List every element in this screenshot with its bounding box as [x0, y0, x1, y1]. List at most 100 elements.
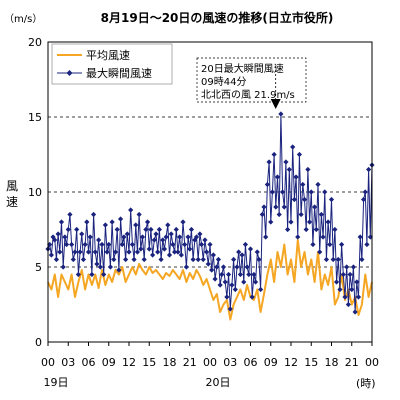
data-point-1: [195, 256, 201, 263]
data-point-1: [205, 261, 211, 267]
annotation-line-2: 09時44分: [201, 76, 246, 88]
data-point-1: [53, 256, 60, 263]
data-point-1: [158, 256, 164, 263]
data-point-1: [209, 267, 215, 273]
x-tick-label: 15: [304, 356, 318, 369]
data-point-1: [161, 246, 168, 252]
data-point-1: [290, 144, 296, 150]
plot-frame: [47, 41, 373, 343]
data-point-1: [366, 166, 372, 173]
data-point-1: [112, 249, 119, 255]
date-label: 20日: [206, 376, 231, 389]
data-point-1: [79, 231, 85, 237]
data-point-1: [300, 181, 306, 188]
x-tick-label: 15: [142, 356, 156, 369]
data-point-1: [234, 264, 240, 270]
data-point-1: [143, 226, 149, 233]
legend: 平均風速 最大瞬間風速: [51, 43, 173, 85]
data-point-1: [168, 231, 174, 237]
data-point-1: [207, 241, 213, 248]
data-point-1: [347, 271, 353, 278]
data-point-1: [62, 234, 68, 240]
data-point-1: [227, 306, 233, 312]
data-point-1: [121, 234, 127, 240]
data-point-1: [94, 261, 100, 267]
chart-title: 8月19日～20日の風速の推移(日立市役所): [101, 10, 334, 25]
data-point-1: [106, 241, 112, 248]
data-point-1: [155, 249, 161, 255]
data-point-1: [92, 249, 98, 255]
data-point-1: [89, 271, 95, 278]
y-tick-label: 0: [35, 336, 42, 349]
data-point-1: [263, 234, 269, 240]
data-point-1: [75, 271, 81, 278]
data-point-1: [276, 211, 282, 218]
y-tick-label: 20: [28, 36, 42, 49]
data-point-1: [133, 222, 139, 228]
data-point-1: [360, 196, 367, 203]
x-tick-label: 09: [102, 356, 116, 369]
data-point-1: [301, 196, 308, 203]
data-point-1: [364, 241, 370, 248]
data-point-1: [180, 219, 186, 225]
x-ticks: 00 03 06 09 12 15 18 21 00 03 06 09 12 15 18 21 00: [41, 342, 379, 369]
data-point-1: [339, 241, 345, 248]
data-point-1: [117, 216, 124, 222]
data-point-1: [254, 249, 260, 255]
data-point-1: [259, 211, 265, 218]
data-point-1: [225, 271, 232, 278]
data-point-1: [101, 271, 107, 278]
data-point-1: [65, 226, 71, 233]
data-point-1: [52, 237, 58, 243]
data-point-1: [252, 279, 259, 285]
data-point-1: [220, 264, 227, 270]
data-point-1: [242, 241, 249, 248]
data-point-1: [224, 294, 230, 300]
data-point-1: [193, 234, 200, 240]
data-point-1: [215, 256, 222, 263]
data-point-1: [111, 256, 117, 263]
data-point-1: [246, 271, 252, 278]
y-axis-title-char: 速: [6, 195, 18, 209]
data-point-1: [268, 219, 274, 225]
data-point-1: [274, 174, 281, 180]
data-point-1: [222, 279, 228, 285]
x-tick-label: 21: [183, 356, 197, 369]
data-point-1: [349, 286, 355, 293]
data-point-1: [310, 241, 316, 248]
data-point-1: [119, 241, 125, 248]
y-ticks: 0 5 10 15 20: [28, 36, 42, 349]
data-point-1: [82, 241, 88, 248]
data-point-1: [173, 226, 179, 233]
data-point-1: [328, 196, 335, 203]
data-point-1: [166, 252, 173, 258]
data-point-1: [128, 207, 134, 213]
data-point-1: [141, 256, 147, 263]
data-point-1: [219, 271, 225, 278]
data-point-1: [107, 264, 114, 270]
data-point-1: [325, 219, 331, 225]
data-point-1: [74, 226, 80, 233]
data-point-1: [134, 249, 141, 255]
data-point-1: [303, 226, 309, 233]
data-point-1: [116, 267, 122, 273]
data-point-1: [330, 256, 336, 263]
data-point-1: [104, 249, 110, 255]
data-point-1: [177, 234, 183, 240]
data-point-1: [258, 286, 264, 293]
data-point-1: [124, 231, 130, 237]
data-point-1: [256, 256, 262, 263]
legend-label-avg: 平均風速: [86, 49, 130, 62]
series-layer: [45, 111, 375, 321]
x-tick-label: 21: [345, 356, 359, 369]
data-point-1: [70, 256, 76, 263]
data-point-1: [237, 271, 243, 278]
data-point-1: [332, 226, 338, 233]
data-point-1: [178, 252, 184, 258]
data-point-1: [183, 264, 189, 270]
data-point-1: [57, 249, 63, 255]
data-point-1: [60, 264, 66, 270]
annotation-arrow-head: [270, 99, 281, 109]
data-point-1: [80, 256, 87, 263]
data-point-1: [322, 189, 328, 195]
